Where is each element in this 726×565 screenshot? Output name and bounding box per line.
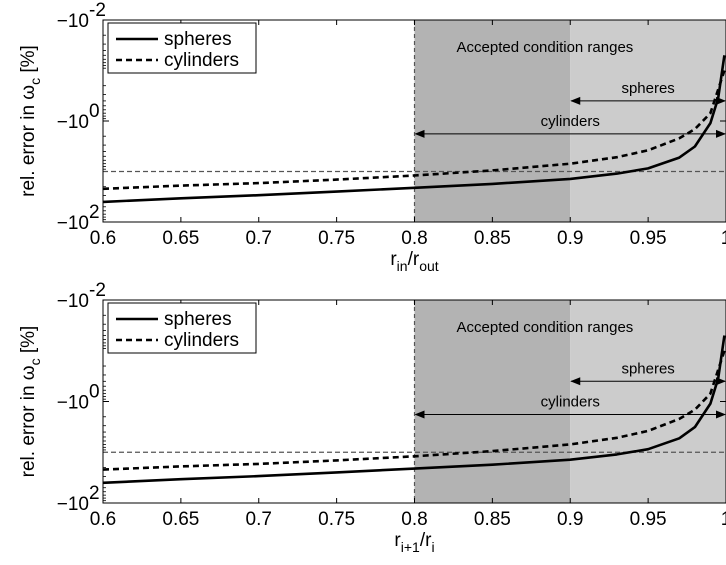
legend-label-cylinders: cylinders [164, 50, 239, 71]
y-axis-label: rel. error in ωc [%] [18, 45, 43, 197]
x-axis-label: ri+1/ri [394, 530, 434, 555]
x-axis-label: rin/rout [390, 249, 438, 274]
cylinders-arrow-head-left [414, 410, 425, 419]
x-axis-label-main: r [394, 530, 401, 551]
y-tick-label: −10 [57, 11, 89, 32]
x-axis-label-main: r [390, 249, 397, 270]
series-line-cylinders [102, 70, 726, 191]
y-tick-label-base: −10 [57, 112, 89, 133]
legend-box [107, 302, 257, 354]
x-axis-label-sub1: in [397, 258, 408, 274]
legend-label-spheres: spheres [164, 29, 232, 50]
y-axis-label-main: rel. error in ω [18, 85, 39, 197]
y-tick-label-exponent: 2 [89, 483, 100, 504]
y-tick-label-exponent: 0 [89, 382, 100, 403]
accepted-range-shade-1 [414, 20, 571, 222]
x-tick-label: 0.95 [630, 509, 667, 530]
accepted-range-shade-2 [570, 300, 726, 503]
x-tick-label: 0.8 [401, 509, 427, 530]
chart-panel-2: Accepted condition rangescylinderssphere… [18, 280, 726, 555]
x-tick-label: 0.9 [557, 509, 583, 530]
series-line-cylinders [102, 350, 726, 471]
y-axis-label-tail: [%] [18, 45, 39, 78]
x-tick-label: 0.95 [630, 228, 667, 249]
x-tick-label: 0.65 [162, 228, 199, 249]
y-axis-label-tail: [%] [18, 326, 39, 359]
y-tick-label: −10 [57, 494, 89, 515]
series-line-spheres [102, 335, 726, 485]
accepted-range-shade-1 [414, 300, 571, 503]
chart-panel-1: Accepted condition rangescylinderssphere… [18, 0, 726, 274]
y-tick-label-base: −10 [57, 393, 89, 414]
y-tick-label-base: −10 [57, 291, 89, 312]
x-tick-label: 0.6 [90, 228, 116, 249]
y-tick-label-base: −10 [57, 11, 89, 32]
annotation-title: Accepted condition ranges [457, 319, 634, 336]
series-line-spheres [102, 55, 726, 204]
legend-box [107, 22, 257, 74]
x-tick-label: 0.9 [557, 228, 583, 249]
x-tick-label: 0.85 [474, 509, 511, 530]
y-tick-label-exponent: 2 [89, 202, 100, 223]
x-axis-label-sub2: out [419, 258, 439, 274]
x-tick-label: 0.65 [162, 509, 199, 530]
cylinders-range-label: cylinders [541, 113, 600, 130]
x-tick-label: 0.7 [246, 509, 272, 530]
x-tick-label: 0.75 [318, 509, 355, 530]
legend-label-cylinders: cylinders [164, 330, 239, 351]
y-axis-label-main: rel. error in ω [18, 365, 39, 477]
x-axis-label-sub1: i+1 [401, 539, 420, 555]
x-axis-label-sub2: i [431, 539, 434, 555]
y-tick-label-exponent: -2 [89, 0, 106, 21]
x-axis-label-sep: /r [420, 530, 432, 551]
spheres-range-label: spheres [621, 360, 674, 377]
x-tick-label: 1 [721, 228, 726, 249]
accepted-range-shade-2 [570, 20, 726, 222]
y-axis-label: rel. error in ωc [%] [18, 326, 43, 478]
x-tick-label: 1 [721, 509, 726, 530]
y-tick-label: −10 [57, 112, 89, 133]
y-tick-label-exponent: 0 [89, 101, 100, 122]
spheres-arrow-head-left [570, 96, 581, 105]
x-axis-label-sep: /r [408, 249, 420, 270]
x-tick-label: 0.85 [474, 228, 511, 249]
y-tick-label-exponent: -2 [89, 280, 106, 301]
y-axis-label-sub: c [27, 358, 43, 365]
x-tick-label: 0.6 [90, 509, 116, 530]
x-tick-label: 0.8 [401, 228, 427, 249]
cylinders-arrow-head-right [716, 129, 726, 138]
y-tick-label-base: −10 [57, 213, 89, 234]
x-tick-label: 0.75 [318, 228, 355, 249]
y-tick-label-base: −10 [57, 494, 89, 515]
y-tick-label: −10 [57, 213, 89, 234]
spheres-arrow-head-left [570, 377, 581, 386]
legend-label-spheres: spheres [164, 309, 232, 330]
spheres-arrow-head-right [716, 96, 726, 105]
spheres-arrow-head-right [716, 377, 726, 386]
spheres-range-label: spheres [621, 80, 674, 97]
y-tick-label: −10 [57, 393, 89, 414]
y-tick-label: −10 [57, 291, 89, 312]
cylinders-arrow-head-left [414, 129, 425, 138]
x-tick-label: 0.7 [246, 228, 272, 249]
cylinders-range-label: cylinders [541, 393, 600, 410]
cylinders-arrow-head-right [716, 410, 726, 419]
annotation-title: Accepted condition ranges [457, 39, 634, 56]
y-axis-label-sub: c [27, 78, 43, 85]
